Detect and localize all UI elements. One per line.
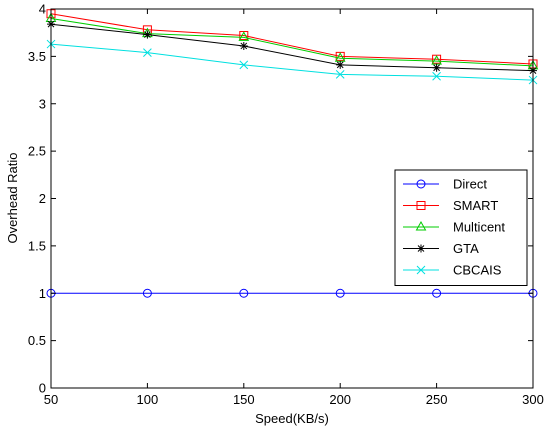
- legend-marker-gta: [417, 244, 425, 253]
- plot-frame: [50, 8, 534, 389]
- legend-item-multicent: Multicent: [403, 220, 505, 235]
- y-axis-label: Overhead Ratio: [5, 152, 20, 243]
- data-point-gta: [432, 63, 441, 72]
- legend-label: GTA: [453, 241, 479, 256]
- data-point-direct: [239, 288, 249, 298]
- x-tick-label: 150: [233, 392, 255, 407]
- x-tick-label: 300: [522, 392, 544, 407]
- data-point-cbcais: [239, 60, 249, 70]
- legend-marker-smart: [416, 201, 426, 210]
- y-tick-label: 0: [39, 381, 46, 396]
- y-tick-label: 3.5: [28, 49, 46, 64]
- legend: Direct SMART Multicent GTA CBCAIS: [394, 169, 528, 286]
- series-line-gta: [50, 23, 534, 72]
- y-tick-label: 1.5: [28, 238, 46, 253]
- series-line-smart: [50, 13, 534, 65]
- legend-marker-direct: [416, 179, 426, 189]
- series-line-multicent: [50, 18, 534, 67]
- data-point-cbcais: [143, 48, 152, 57]
- series-layer: [45, 9, 539, 298]
- data-point-cbcais: [335, 70, 345, 79]
- y-tick-label: 2: [39, 191, 46, 206]
- x-tick-label: 250: [426, 392, 448, 407]
- tick-layer: 50 100 150 200 250 300 0 0.5 1 1.5 2 2.5 3 3.5 4: [28, 2, 544, 408]
- data-point-direct: [432, 288, 442, 298]
- x-tick-label: 50: [44, 392, 58, 407]
- data-point-gta: [239, 41, 248, 50]
- legend-label: Multicent: [453, 220, 505, 235]
- legend-item-cbcais: CBCAIS: [403, 263, 502, 278]
- data-point-direct: [142, 288, 152, 298]
- data-point-direct: [335, 288, 345, 298]
- y-tick-label: 2.5: [28, 144, 46, 159]
- data-point-multicent: [238, 31, 250, 41]
- data-point-gta: [143, 30, 152, 39]
- y-tick-label: 0.5: [28, 333, 46, 348]
- x-tick-label: 100: [137, 392, 159, 407]
- legend-marker-multicent: [415, 220, 427, 231]
- legend-label: SMART: [453, 198, 498, 213]
- x-axis-label: Speed(KB/s): [255, 411, 329, 426]
- y-tick-label: 1: [39, 286, 46, 301]
- series-line-cbcais: [50, 43, 534, 81]
- data-point-cbcais: [432, 71, 441, 81]
- y-tick-label: 3: [39, 96, 46, 111]
- legend-item-direct: Direct: [403, 177, 487, 192]
- legend-item-smart: SMART: [403, 198, 498, 213]
- legend-label: CBCAIS: [453, 263, 502, 278]
- y-tick-label: 4: [39, 2, 46, 17]
- legend-marker-cbcais: [416, 265, 426, 275]
- legend-label: Direct: [453, 177, 487, 192]
- x-tick-label: 200: [329, 392, 351, 407]
- data-point-gta: [336, 60, 345, 69]
- legend-item-gta: GTA: [403, 241, 479, 256]
